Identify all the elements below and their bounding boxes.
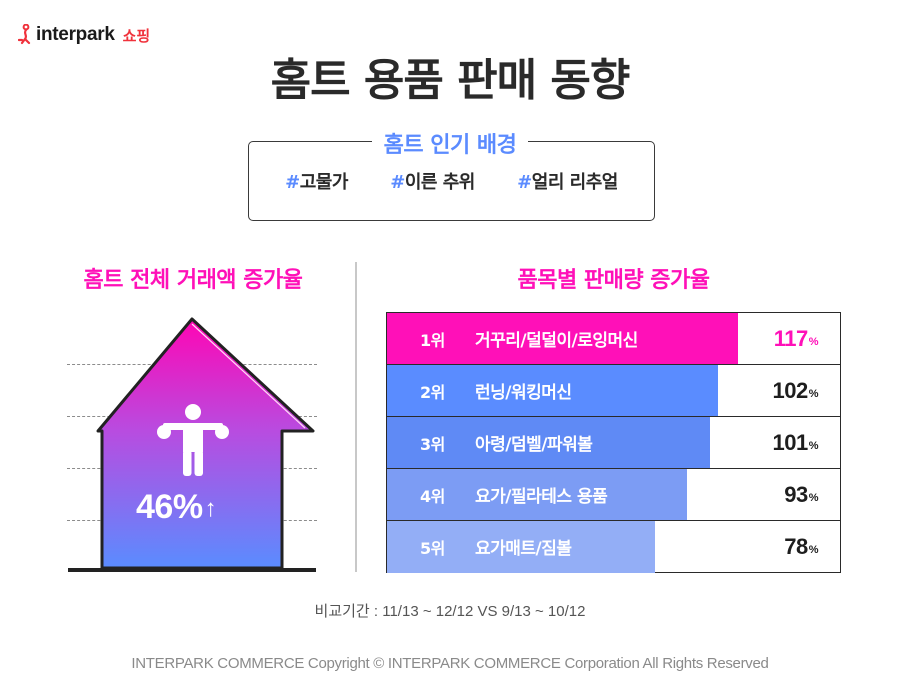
growth-bar [387, 417, 710, 468]
category-ranking-table: 1위 거꾸리/덜덜이/로잉머신 117% 2위 런닝/워킹머신 102% 3위 … [386, 312, 841, 573]
value-number: 78 [784, 533, 808, 559]
chart-baseline [68, 568, 316, 572]
category-name: 런닝/워킹머신 [475, 383, 572, 403]
hashtag-label: 이른 추위 [404, 172, 476, 193]
ranking-row: 5위 요가매트/짐볼 78% [387, 521, 840, 573]
copyright-text: INTERPARK COMMERCE Copyright © INTERPARK… [131, 655, 769, 672]
hashtag-inflation: #고물가 [285, 168, 348, 194]
total-growth-title: 홈트 전체 거래액 증가율 [83, 268, 303, 293]
category-name: 요가매트/짐볼 [475, 539, 572, 560]
percent-sign: % [808, 336, 819, 348]
growth-bar [387, 469, 687, 520]
value-number: 93 [784, 481, 808, 507]
hash-symbol: # [285, 172, 300, 193]
value-number: 101 [772, 429, 809, 455]
up-arrow-icon: ↑ [204, 495, 217, 522]
hashtag-early-ritual: #얼리 리추얼 [517, 168, 618, 194]
value-number: 117 [773, 325, 809, 351]
logo-subtext: 쇼핑 [122, 26, 151, 45]
runner-logo-icon [18, 24, 31, 45]
growth-value: 93% [784, 469, 818, 520]
comparison-period: 비교기간 : 11/13 ~ 12/12 VS 9/13 ~ 10/12 [314, 603, 586, 620]
growth-bar [387, 521, 655, 573]
ranking-row: 4위 요가/필라테스 용품 93% [387, 469, 840, 521]
percent-sign: % [808, 492, 819, 504]
growth-value: 102% [773, 365, 819, 416]
hash-symbol: # [390, 172, 405, 193]
growth-value: 117% [773, 313, 819, 364]
rank-label: 3위 [420, 434, 445, 454]
growth-bar [387, 365, 718, 416]
category-name: 요가/필라테스 용품 [475, 487, 608, 507]
percent-sign: % [808, 544, 819, 557]
ranking-row: 1위 거꾸리/덜덜이/로잉머신 117% [387, 313, 840, 365]
logo-text: interpark [36, 24, 115, 45]
panel-divider [355, 262, 357, 572]
growth-bar [387, 313, 738, 364]
hashtag-list: #고물가 #이른 추위 #얼리 리추얼 [248, 168, 655, 194]
hashtag-label: 고물가 [299, 172, 349, 193]
growth-percent: 46% [136, 488, 203, 526]
hashtag-label: 얼리 리추얼 [531, 172, 619, 193]
percent-sign: % [808, 388, 819, 400]
hashtag-early-cold: #이른 추위 [390, 168, 475, 194]
rank-label: 4위 [420, 486, 445, 506]
ranking-row: 3위 아령/덤벨/파워볼 101% [387, 417, 840, 469]
growth-value: 78% [784, 521, 818, 573]
page-title: 홈트 용품 판매 동향 [270, 55, 631, 106]
ranking-row: 2위 런닝/워킹머신 102% [387, 365, 840, 417]
interpark-logo[interactable]: interpark 쇼핑 [18, 24, 150, 46]
category-name: 아령/덤벨/파워볼 [475, 435, 593, 455]
category-growth-title: 품목별 판매량 증가율 [517, 268, 710, 293]
rank-label: 5위 [420, 538, 445, 558]
rank-label: 1위 [420, 330, 445, 350]
percent-sign: % [808, 440, 819, 452]
value-number: 102 [772, 377, 809, 403]
dumbbell-person-icon [157, 404, 229, 476]
category-name: 거꾸리/덜덜이/로잉머신 [475, 331, 638, 351]
total-growth-value: 46% ↑ [136, 488, 217, 527]
rank-label: 2위 [420, 382, 445, 402]
hash-symbol: # [517, 172, 532, 193]
growth-value: 101% [773, 417, 819, 468]
